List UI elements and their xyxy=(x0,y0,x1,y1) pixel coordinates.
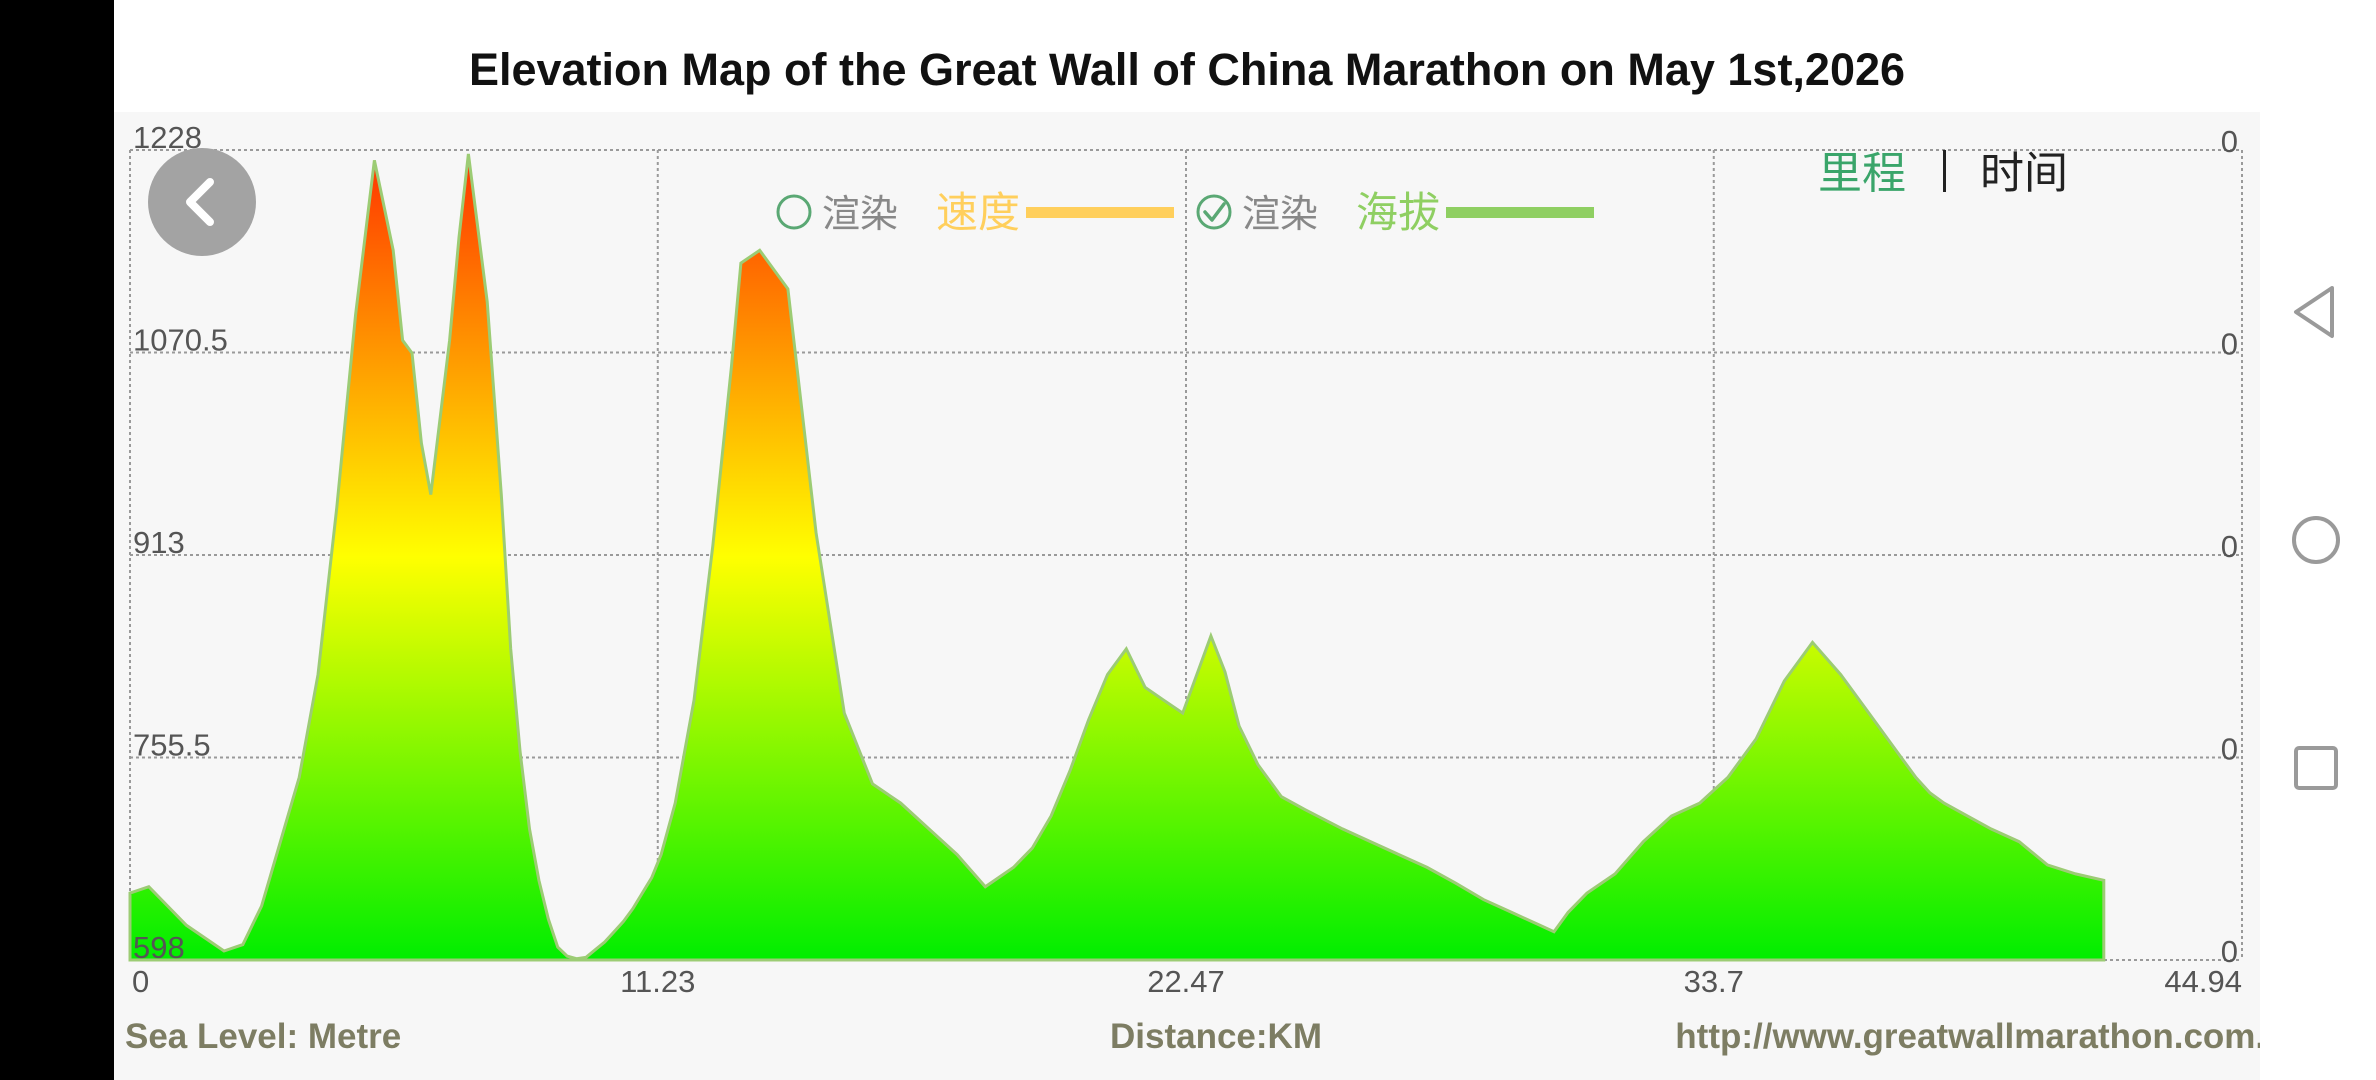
x-tick-label: 33.7 xyxy=(1684,964,1744,999)
y2-tick-label: 0 xyxy=(2221,934,2238,969)
speed-render-toggle[interactable]: 渲染 xyxy=(776,192,898,236)
toggle-divider xyxy=(1943,150,1946,192)
nav-back-icon[interactable] xyxy=(2290,284,2340,340)
speed-render-label: 渲染 xyxy=(822,192,898,236)
x-tick-label: 44.94 xyxy=(2164,964,2242,999)
x-tick-label: 0 xyxy=(132,964,149,999)
left-black-bar xyxy=(0,0,114,1080)
elevation-render-label: 渲染 xyxy=(1242,192,1318,236)
nav-recents-icon[interactable] xyxy=(2292,744,2340,792)
back-arrow-icon xyxy=(186,178,214,226)
y2-tick-label: 0 xyxy=(2221,732,2238,767)
elevation-render-toggle[interactable]: 渲染 xyxy=(1196,192,1318,236)
y2-tick-label: 0 xyxy=(2221,529,2238,564)
mileage-tab[interactable]: 里程 xyxy=(1818,148,1906,199)
nav-home-icon[interactable] xyxy=(2290,514,2342,566)
check-mark xyxy=(1203,202,1226,222)
x-axis-unit-label: Distance:KM xyxy=(1110,1017,1322,1056)
mode-toggle: 里程 时间 xyxy=(1818,148,2068,199)
y-tick-label: 598 xyxy=(133,930,185,965)
elevation-check-icon[interactable] xyxy=(1196,194,1232,230)
speed-legend-line xyxy=(1026,207,1174,218)
y-tick-label: 1070.5 xyxy=(133,323,228,358)
y-axis-unit-label: Sea Level: Metre xyxy=(125,1017,401,1056)
elevation-label: 海拔 xyxy=(1356,188,1440,237)
y2-tick-label: 0 xyxy=(2221,124,2238,159)
speed-radio-icon[interactable] xyxy=(776,194,812,230)
elevation-area xyxy=(128,153,2106,962)
y-tick-label: 755.5 xyxy=(133,728,211,763)
time-tab[interactable]: 时间 xyxy=(1980,148,2068,199)
x-tick-label: 22.47 xyxy=(1147,964,1225,999)
x-tick-label: 11.23 xyxy=(620,964,695,999)
elevation-legend-line xyxy=(1446,207,1594,218)
chart-title: Elevation Map of the Great Wall of China… xyxy=(468,44,1906,95)
speed-label: 速度 xyxy=(936,188,1020,237)
website-link[interactable]: http://www.greatwallmarathon.com.cn xyxy=(1675,1017,2306,1056)
android-nav-bar xyxy=(2260,0,2376,1080)
y2-tick-label: 0 xyxy=(2221,327,2238,362)
legend: 渲染 速度 渲染 海拔 xyxy=(776,188,1594,237)
y-tick-label: 913 xyxy=(133,525,185,560)
back-button[interactable] xyxy=(148,148,256,256)
title-bar: Elevation Map of the Great Wall of China… xyxy=(114,0,2260,112)
